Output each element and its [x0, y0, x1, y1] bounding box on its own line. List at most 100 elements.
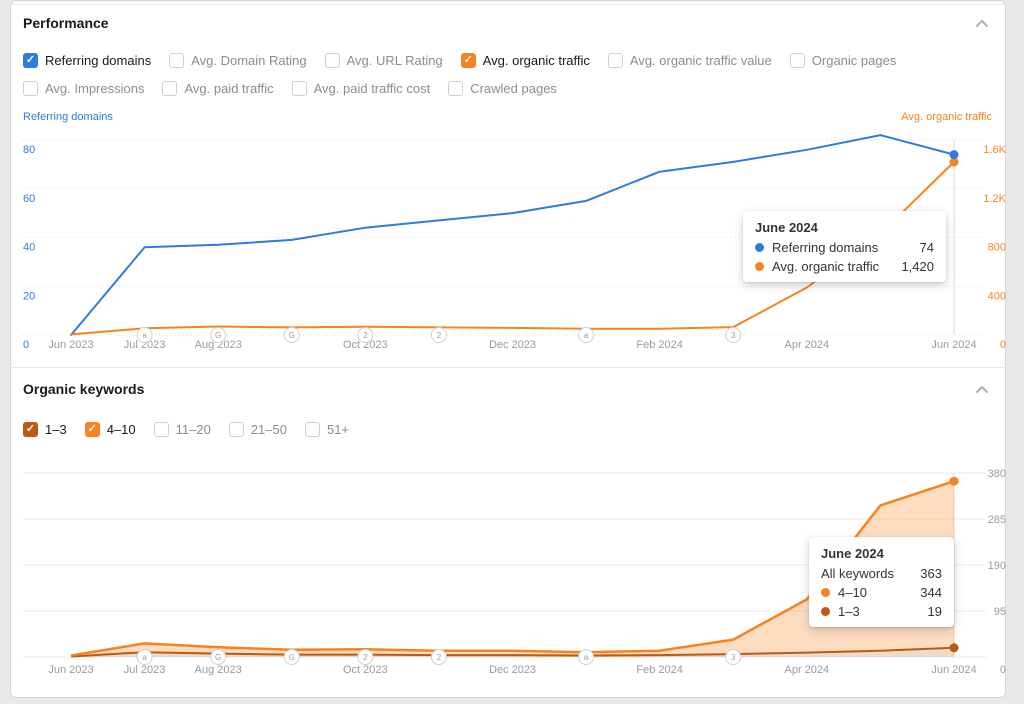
- event-marker-3[interactable]: 3: [725, 649, 742, 665]
- metric-checkbox-avg-impressions[interactable]: Avg. Impressions: [23, 81, 144, 96]
- metric-checkbox-avg-url-rating[interactable]: Avg. URL Rating: [324, 53, 443, 68]
- series-line-4-10: [70, 480, 955, 657]
- event-marker-letter: 2: [363, 331, 368, 340]
- metric-checkbox-referring-domains[interactable]: ✓ Referring domains: [23, 53, 151, 68]
- event-marker-a[interactable]: a: [578, 327, 595, 343]
- checkbox-box[interactable]: ✓: [23, 53, 38, 68]
- event-marker-letter: 3: [731, 653, 736, 662]
- event-marker-circle: [283, 327, 300, 343]
- x-axis-tick: Jul 2023: [124, 664, 166, 676]
- event-marker-circle: [283, 649, 300, 665]
- tooltip-row-label: All keywords: [821, 566, 894, 581]
- checkbox-box[interactable]: [153, 422, 169, 437]
- metric-checkbox-avg-domain-rating[interactable]: Avg. Domain Rating: [169, 53, 307, 68]
- chevron-up-icon: [976, 19, 988, 27]
- event-marker-circle: [725, 649, 742, 665]
- tooltip-row-value: 344: [920, 585, 942, 600]
- event-marker-letter: 2: [437, 331, 442, 340]
- metric-checkbox-avg-paid-traffic[interactable]: Avg. paid traffic: [162, 81, 274, 96]
- performance-metric-row-2: Avg. Impressions Avg. paid traffic Avg. pa…: [23, 81, 991, 96]
- series-dot-icon: [755, 262, 764, 271]
- event-marker-G[interactable]: G: [210, 327, 227, 343]
- x-axis-tick: Aug 2023: [195, 664, 242, 676]
- series-line-referring-domains: [70, 134, 955, 336]
- metric-checkbox-crawled-pages[interactable]: Crawled pages: [448, 81, 557, 96]
- performance-metric-row-1: ✓ Referring domains Avg. Domain Rating Avg.…: [23, 53, 991, 68]
- event-marker-circle: [430, 327, 447, 343]
- metric-checkbox-avg-paid-traffic-cost[interactable]: Avg. paid traffic cost: [291, 81, 431, 96]
- event-marker-G[interactable]: G: [283, 649, 300, 665]
- checkbox-box[interactable]: [304, 422, 320, 437]
- metric-checkbox-avg-organic-traffic[interactable]: ✓ Avg. organic traffic: [460, 53, 590, 68]
- event-marker-G[interactable]: G: [283, 327, 300, 343]
- metric-checkbox-organic-pages[interactable]: Organic pages: [789, 53, 896, 68]
- x-axis-tick: Jul 2023: [124, 339, 166, 351]
- x-axis-tick: Apr 2024: [785, 664, 830, 676]
- checkbox-label: 4–10: [106, 422, 136, 437]
- keywords-header: Organic keywords: [23, 381, 991, 397]
- checkbox-box[interactable]: [169, 53, 185, 68]
- keywords-collapse-button[interactable]: [973, 383, 991, 396]
- checkbox-box[interactable]: [291, 81, 307, 96]
- checkbox-box[interactable]: ✓: [460, 53, 476, 68]
- event-marker-circle: [136, 327, 153, 343]
- left-axis-tick: 20: [23, 290, 35, 302]
- tooltip-row-label: Referring domains: [772, 240, 879, 255]
- x-axis-tick: Dec 2023: [489, 664, 536, 676]
- checkbox-box[interactable]: [789, 53, 805, 68]
- event-marker-2[interactable]: 2: [430, 327, 447, 343]
- performance-title: Performance: [23, 15, 109, 31]
- checkbox-label: Referring domains: [45, 53, 152, 68]
- event-marker-letter: G: [215, 653, 221, 662]
- event-marker-letter: 3: [731, 331, 736, 340]
- performance-tooltip: June 2024 Referring domains 74 Avg. organic…: [743, 211, 946, 282]
- performance-collapse-button[interactable]: [973, 17, 991, 30]
- checkbox-label: Avg. organic traffic value: [629, 53, 772, 68]
- organic-keywords-section: Organic keywords ✓ 1–3 ✓ 4–10 11–20 21–50 51+ …: [11, 367, 1007, 699]
- checkbox-label: 11–20: [175, 422, 211, 437]
- top-divider: [11, 4, 1005, 5]
- checkbox-box[interactable]: [607, 53, 623, 68]
- position-checkbox-4-10[interactable]: ✓ 4–10: [84, 422, 136, 437]
- checkbox-box[interactable]: ✓: [23, 422, 38, 437]
- performance-chart[interactable]: 80 60 40 20 0 1.6K 1.2K 800 400 0 Jun 2023 Jul 2023…: [11, 131, 1007, 361]
- event-marker-letter: a: [142, 653, 147, 662]
- checkbox-box[interactable]: [324, 53, 340, 68]
- x-axis-tick: Aug 2023: [195, 339, 242, 351]
- series-dot-icon: [821, 588, 830, 597]
- checkbox-box[interactable]: [162, 81, 178, 96]
- checkbox-box[interactable]: [228, 422, 244, 437]
- position-checkbox-21-50[interactable]: 21–50: [228, 422, 287, 437]
- event-marker-letter: G: [215, 331, 221, 340]
- checkbox-label: Avg. organic traffic: [482, 53, 590, 68]
- tooltip-row-value: 19: [927, 604, 942, 619]
- event-marker-a[interactable]: a: [578, 649, 595, 665]
- tooltip-row-all-keywords: All keywords 363: [821, 566, 942, 581]
- event-marker-2[interactable]: 2: [357, 327, 374, 343]
- tooltip-row-value: 74: [919, 240, 934, 255]
- tooltip-row-4-10: 4–10 344: [821, 585, 942, 600]
- position-checkbox-11-20[interactable]: 11–20: [153, 422, 211, 437]
- checkbox-label: Avg. paid traffic: [184, 81, 274, 96]
- event-marker-2[interactable]: 2: [357, 649, 374, 665]
- checkbox-label: Avg. paid traffic cost: [313, 81, 431, 96]
- checkbox-box[interactable]: [23, 81, 38, 96]
- checkbox-box[interactable]: ✓: [84, 422, 100, 437]
- event-marker-circle: [210, 649, 227, 665]
- tooltip-title: June 2024: [821, 546, 884, 561]
- event-marker-a[interactable]: a: [136, 649, 153, 665]
- event-marker-2[interactable]: 2: [430, 649, 447, 665]
- event-marker-G[interactable]: G: [210, 649, 227, 665]
- x-axis-tick: Jun 2023: [48, 664, 93, 676]
- position-checkbox-1-3[interactable]: ✓ 1–3: [23, 422, 67, 437]
- tooltip-row-avg-organic-traffic: Avg. organic traffic 1,420: [755, 259, 934, 274]
- metric-checkbox-avg-organic-traffic-value[interactable]: Avg. organic traffic value: [607, 53, 772, 68]
- checkbox-box[interactable]: [448, 81, 464, 96]
- event-marker-3[interactable]: 3: [725, 327, 742, 343]
- position-checkbox-51[interactable]: 51+: [304, 422, 349, 437]
- keywords-chart[interactable]: 380 285 190 95 0 Jun 2023 Jul 2023 Aug 2023 Oct …: [11, 453, 1007, 693]
- right-axis-tick: 1.2K: [983, 193, 1006, 205]
- event-marker-circle: [578, 327, 595, 343]
- event-marker-a[interactable]: a: [136, 327, 153, 343]
- tooltip-row-value: 1,420: [901, 259, 934, 274]
